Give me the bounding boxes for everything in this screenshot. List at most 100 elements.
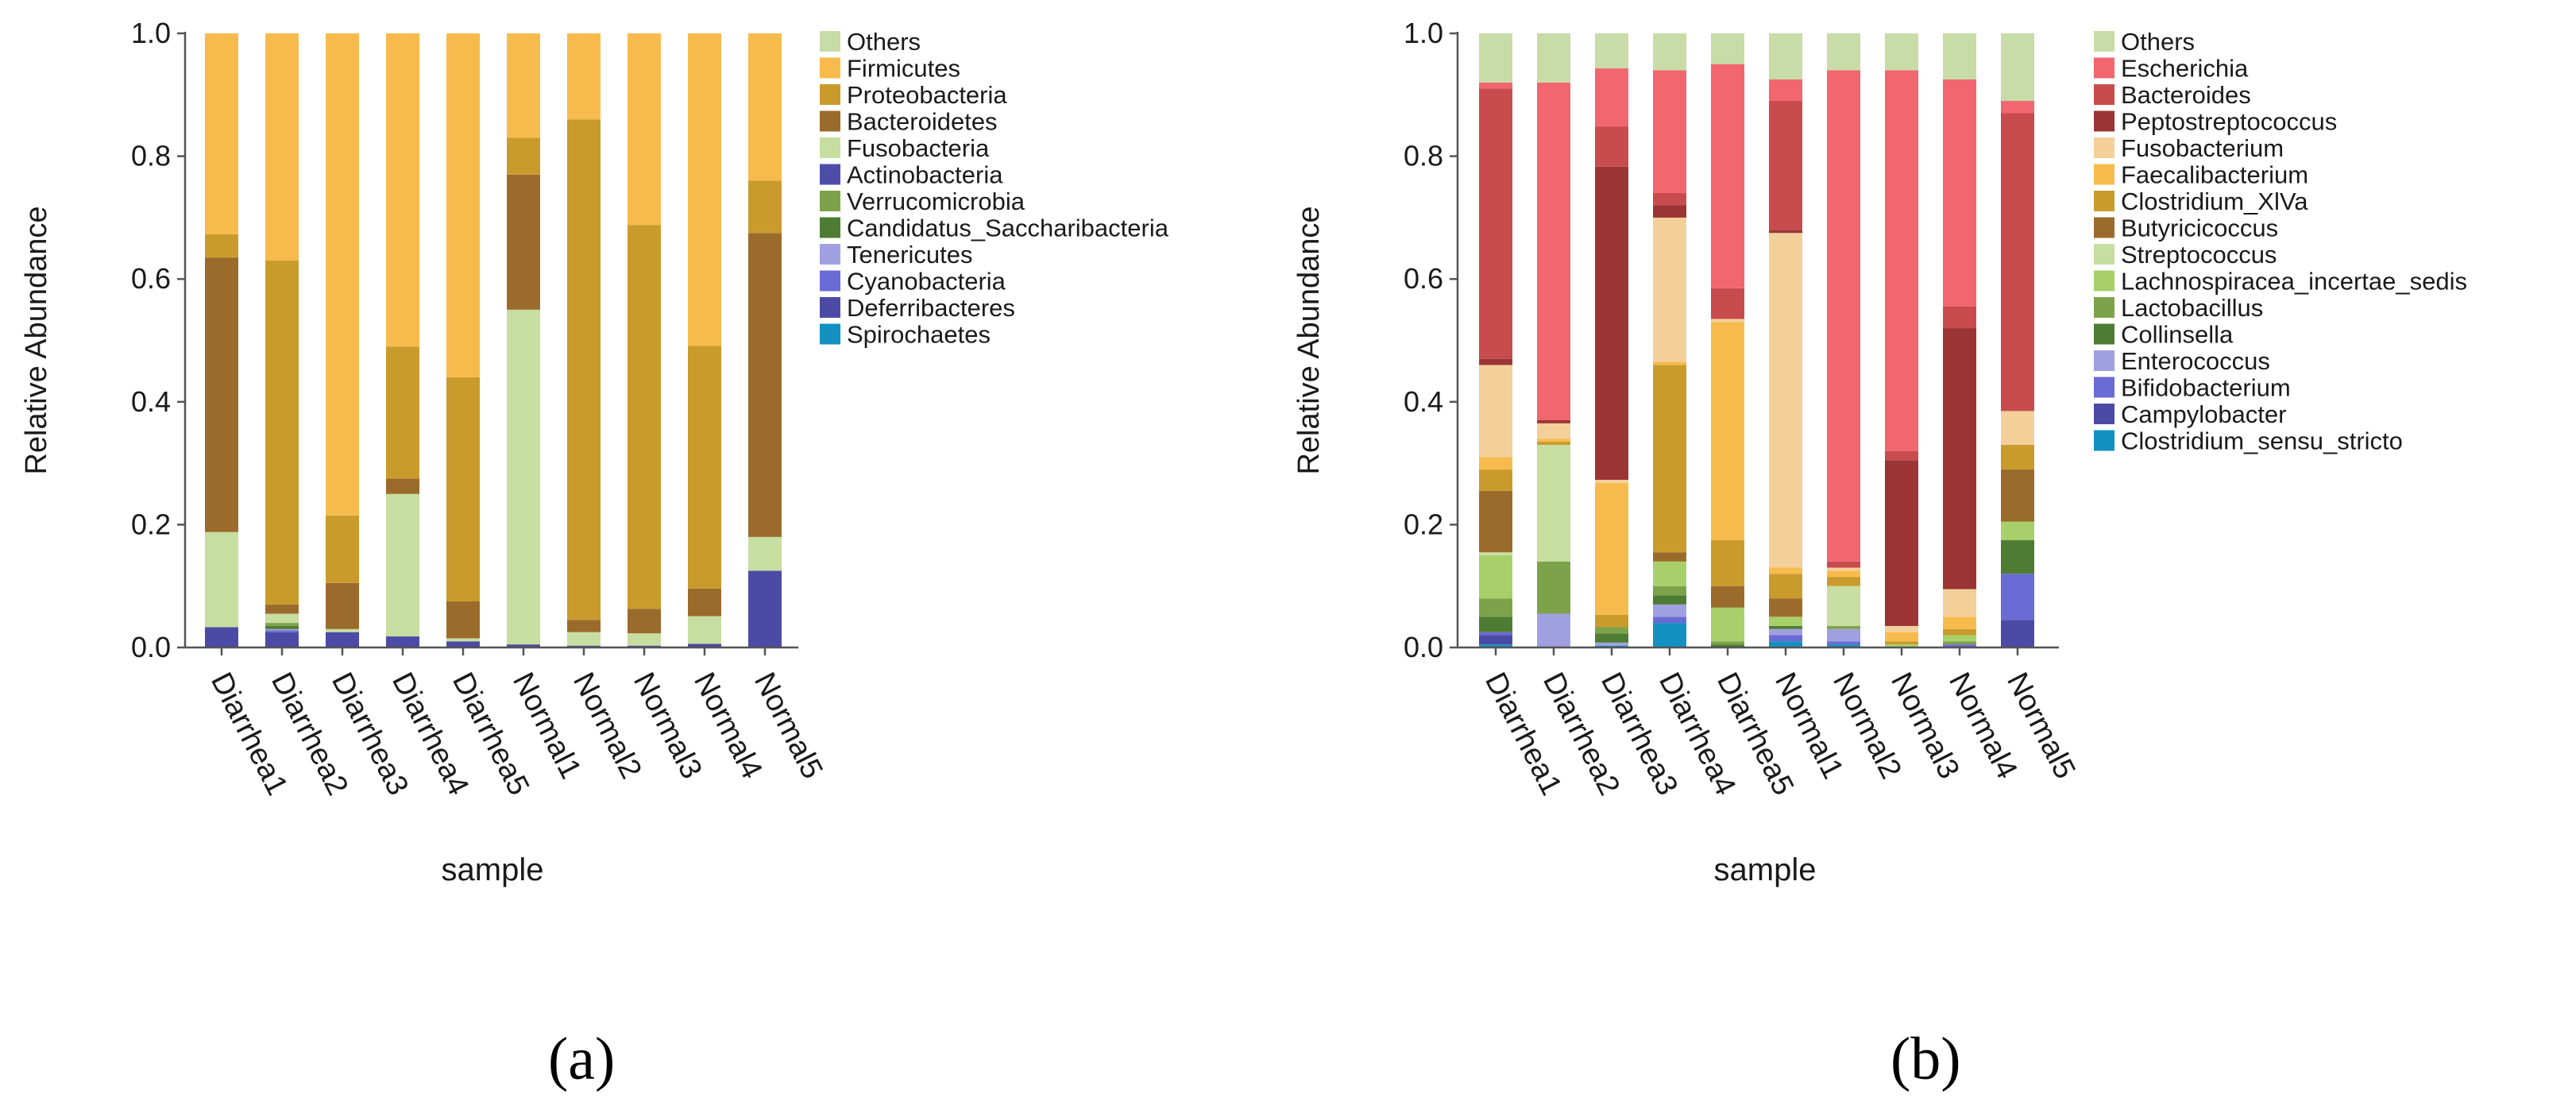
legend-swatch-lactobacillus: [2094, 297, 2114, 318]
legend-label-bacteroidetes: Bacteroidetes: [847, 108, 998, 136]
bar-diarrhea5-others: [1711, 33, 1744, 64]
bar-diarrhea4-collinsella: [1653, 595, 1686, 605]
legend-label-clostridium-xlva: Clostridium_XlVa: [2121, 187, 2308, 215]
bar-normal2-bacteroidetes: [567, 620, 601, 632]
legend-label-lactobacillus: Lactobacillus: [2121, 294, 2263, 322]
legend-label-others: Others: [2121, 28, 2195, 56]
bar-diarrhea4-bacteroidetes: [386, 478, 419, 494]
bar-diarrhea1-firmicutes: [205, 33, 238, 234]
legend: OthersEscherichiaBacteroidesPeptostrepto…: [2094, 28, 2467, 455]
bar-diarrhea1-butyricicoccus: [1479, 490, 1512, 553]
y-tick-label: 0.4: [1404, 385, 1443, 418]
bar-diarrhea2-bacteroidetes: [265, 604, 299, 614]
bar-normal5-fusobacteria: [748, 536, 782, 571]
bar-diarrhea3-deferribacteres: [326, 632, 359, 647]
bar-diarrhea1-proteobacteria: [205, 234, 238, 258]
bar-normal5-proteobacteria: [748, 180, 782, 234]
bar-diarrhea2-fusobacteria: [265, 613, 299, 624]
legend-label-tenericutes: Tenericutes: [847, 241, 973, 269]
bar-normal1-proteobacteria: [507, 137, 540, 175]
bar-normal4-deferribacteres: [688, 644, 721, 647]
legend-swatch-candidatus-saccharibacteria: [820, 217, 840, 238]
legend-swatch-campylobacter: [2094, 404, 2114, 424]
bar-normal4-bifidobacterium: [1943, 644, 1976, 647]
y-tick-label: 0.4: [131, 385, 171, 418]
legend-swatch-firmicutes: [820, 57, 840, 79]
x-axis-label: sample: [442, 852, 544, 887]
bar-normal3-clostridium-xlva: [1885, 641, 1918, 645]
legend-label-bifidobacterium: Bifidobacterium: [2121, 374, 2291, 402]
bar-diarrhea3-firmicutes: [326, 33, 359, 516]
bar-diarrhea2-faecalibacterium: [1537, 439, 1570, 443]
bar-diarrhea3-fusobacterium: [1595, 479, 1628, 483]
bar-normal5-collinsella: [2001, 539, 2034, 574]
legend-label-firmicutes: Firmicutes: [847, 55, 960, 83]
legend-label-bacteroides: Bacteroides: [2121, 81, 2251, 109]
legend-label-enterococcus: Enterococcus: [2121, 347, 2270, 375]
y-tick-label: 0.6: [1404, 262, 1443, 295]
legend-label-actinobacteria: Actinobacteria: [847, 161, 1003, 189]
legend-swatch-peptostreptococcus: [2094, 110, 2114, 132]
bar-normal2-enterococcus: [1827, 628, 1860, 642]
legend-label-streptococcus: Streptococcus: [2121, 241, 2277, 269]
legend-label-fusobacteria: Fusobacteria: [847, 134, 990, 162]
bar-diarrhea2-others: [1537, 33, 1570, 83]
legend-swatch-faecalibacterium: [2094, 164, 2114, 185]
bars: [1479, 33, 2034, 647]
bar-normal1-faecalibacterium: [1769, 567, 1802, 574]
bar-diarrhea5-faecalibacterium: [1711, 322, 1744, 540]
bar-normal5-butyricicoccus: [2001, 469, 2034, 522]
bar-diarrhea5-deferribacteres: [446, 641, 480, 647]
legend-label-campylobacter: Campylobacter: [2121, 400, 2286, 428]
bar-diarrhea2-tenericutes: [265, 628, 299, 631]
y-axis-label: Relative Abundance: [20, 206, 53, 474]
bar-diarrhea3-lactobacillus: [1595, 627, 1628, 634]
legend-swatch-others: [2094, 31, 2114, 52]
bar-normal1-clostridium-sensu-stricto: [1769, 641, 1802, 647]
bar-normal3-fusobacteria: [628, 633, 661, 646]
bar-diarrhea5-escherichia: [1711, 64, 1744, 288]
legend-label-peptostreptococcus: Peptostreptococcus: [2121, 108, 2337, 136]
bar-diarrhea5-lactobacillus: [1711, 641, 1744, 645]
bar-diarrhea4-butyricicoccus: [1653, 552, 1686, 562]
bar-normal2-bacteroides: [1827, 561, 1860, 568]
bar-normal2-streptococcus: [1827, 586, 1860, 626]
legend-swatch-verrucomicrobia: [820, 191, 840, 211]
bar-normal5-fusobacterium: [2001, 411, 2034, 445]
bar-diarrhea3-peptostreptococcus: [1595, 166, 1628, 480]
bar-normal2-clostridium-sensu-stricto: [1827, 644, 1860, 647]
bar-normal1-lachnospiracea-incertae-sedis: [1769, 616, 1802, 626]
bar-diarrhea4-peptostreptococcus: [1653, 205, 1686, 218]
bar-diarrhea4-fusobacterium: [1653, 217, 1686, 362]
bar-diarrhea1-faecalibacterium: [1479, 457, 1512, 470]
bar-normal1-remainder: [1769, 33, 1802, 37]
legend-swatch-clostridium-sensu-stricto: [2094, 430, 2114, 451]
bar-normal1-butyricicoccus: [1769, 598, 1802, 617]
bar-normal4-faecalibacterium: [1943, 616, 1976, 629]
bar-diarrhea4-clostridium-xlva: [1653, 365, 1686, 553]
bar-diarrhea4-deferribacteres: [386, 636, 419, 647]
legend-label-butyricicoccus: Butyricicoccus: [2121, 215, 2278, 242]
bar-normal4-fusobacteria: [688, 616, 721, 644]
bar-normal3-bacteroidetes: [628, 609, 661, 634]
bar-diarrhea1-clostridium-xlva: [1479, 469, 1512, 491]
bar-diarrhea2-peptostreptococcus: [1537, 419, 1570, 423]
panel-label-b: (b): [1890, 1026, 1961, 1092]
legend-swatch-lachnospiracea-incertae-sedis: [2094, 270, 2114, 292]
bar-diarrhea5-clostridium-xlva: [1711, 539, 1744, 586]
bar-normal1-collinsella: [1769, 625, 1802, 629]
bar-normal5-others: [2001, 33, 2034, 102]
bar-diarrhea2-firmicutes: [265, 33, 299, 261]
legend-label-spirochaetes: Spirochaetes: [847, 321, 991, 349]
legend-label-lachnospiracea-incertae-sedis: Lachnospiracea_incertae_sedis: [2121, 268, 2467, 296]
bar-diarrhea1-lactobacillus: [1479, 598, 1512, 617]
bar-diarrhea3-collinsella: [1595, 633, 1628, 643]
bar-diarrhea4-lactobacillus: [1653, 586, 1686, 596]
bar-diarrhea1-others: [1479, 33, 1512, 83]
legend-label-verrucomicrobia: Verrucomicrobia: [847, 187, 1025, 215]
bar-normal3-faecalibacterium: [1885, 632, 1918, 642]
bar-normal1-others: [1769, 36, 1802, 79]
bar-normal2-lactobacillus: [1827, 625, 1860, 629]
bar-diarrhea1-fusobacterium: [1479, 365, 1512, 458]
legend-swatch-fusobacterium: [2094, 137, 2114, 158]
